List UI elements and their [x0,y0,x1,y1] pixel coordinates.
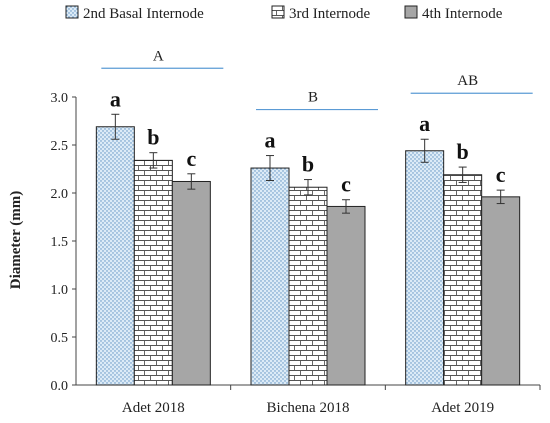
significance-letter: b [302,152,314,177]
annotations: a b c Aa b c Ba b c AB [101,48,533,214]
group-label: A [153,48,164,64]
significance-letter: b [457,139,469,164]
group-label: AB [457,73,478,89]
x-tick-label: Adet 2019 [431,400,494,416]
legend-swatch [65,5,79,19]
x-tick-label: Bichena 2018 [267,400,350,416]
bar [250,167,290,386]
group-label: B [308,90,318,106]
significance-letter: a [419,111,430,136]
y-tick-label: 3.0 [51,91,69,106]
legend-swatch [404,5,418,19]
bar [288,186,328,386]
x-tick-label: Adet 2018 [122,400,185,416]
bar [171,180,211,386]
significance-letter: a [265,128,276,153]
chart-legend: 2nd Basal Internode 3rd Internode 4th Inte… [65,5,503,22]
y-tick-label: 1.0 [51,283,69,298]
legend-label: 2nd Basal Internode [83,6,204,22]
bar [95,126,135,386]
significance-letter: b [147,125,159,150]
legend-label: 3rd Internode [289,6,371,22]
significance-letter: c [496,162,506,187]
y-tick-label: 0.5 [51,331,69,346]
y-axis-title: Diameter (mm) [8,191,24,289]
significance-letter: a [110,86,121,111]
bar [481,196,521,386]
significance-letter: c [186,146,196,171]
y-tick-label: 0.0 [51,379,69,394]
axes: 0.0 0.5 1.0 1.5 2.0 2.5 3.0 Adet 2018 Bichena 20… [51,91,541,416]
bar [443,174,483,386]
y-tick-label: 2.5 [51,139,69,154]
bars [95,126,521,386]
significance-letter: c [341,172,351,197]
bar [133,159,173,386]
bar [405,150,445,386]
legend-swatch [271,5,285,19]
y-tick-label: 2.0 [51,187,69,202]
y-tick-label: 1.5 [51,235,69,250]
bar [326,205,366,386]
legend-label: 4th Internode [422,6,503,22]
